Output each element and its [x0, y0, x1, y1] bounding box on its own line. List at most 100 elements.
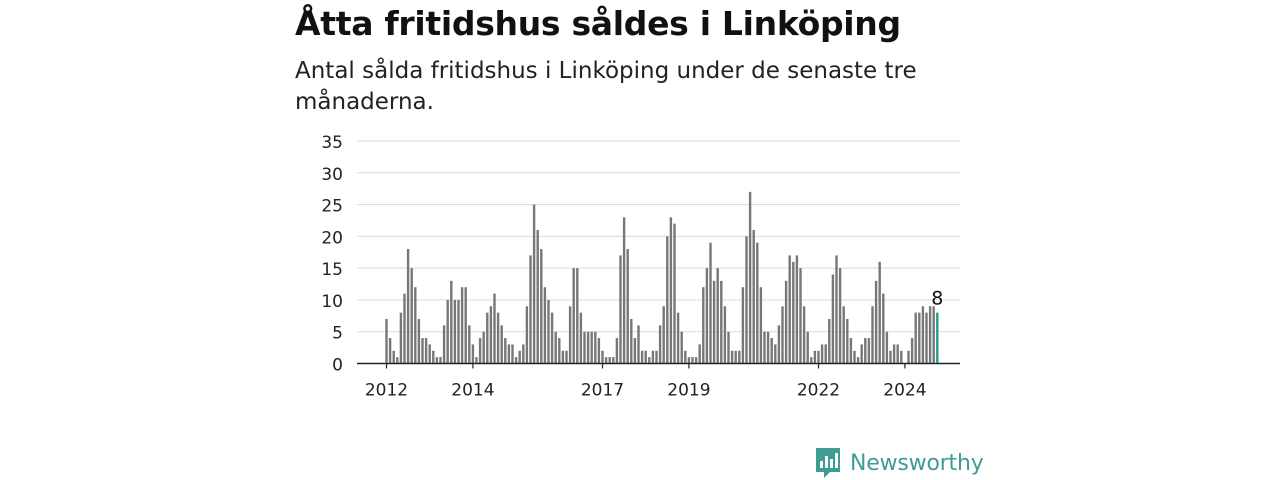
bar [597, 338, 601, 364]
bar [687, 357, 691, 364]
y-tick-label: 10 [321, 292, 343, 312]
bar [608, 357, 611, 364]
bars [385, 191, 939, 364]
bar [860, 344, 863, 364]
bar [626, 249, 629, 364]
y-tick-label: 35 [321, 133, 343, 153]
bar [759, 287, 763, 364]
bar [806, 331, 809, 364]
bar [867, 338, 871, 364]
bar [442, 325, 446, 364]
bar [403, 293, 406, 364]
bar [802, 306, 806, 364]
bar [507, 344, 511, 364]
bar [500, 325, 503, 364]
bar [619, 255, 622, 364]
bar [925, 312, 928, 364]
bar [550, 312, 554, 364]
bar [885, 331, 889, 364]
x-tick-label: 2022 [797, 381, 840, 401]
x-axis-ticks: 2012 2014 2017 2019 2022 2024 [365, 363, 927, 401]
bar [651, 350, 655, 364]
bar [640, 350, 644, 364]
bar [529, 255, 532, 364]
y-tick-label: 30 [321, 165, 343, 185]
bar [579, 312, 583, 364]
bar [417, 319, 421, 364]
bar [615, 338, 619, 364]
bar [590, 331, 593, 364]
bar [921, 306, 925, 364]
bar [792, 261, 795, 364]
bar [536, 230, 539, 364]
y-tick-label: 25 [321, 197, 343, 217]
bar [676, 312, 680, 364]
bar [543, 287, 547, 364]
bar [932, 306, 935, 364]
bar [712, 280, 716, 364]
bar [914, 312, 917, 364]
bar [396, 357, 399, 364]
x-tick-label: 2024 [883, 381, 926, 401]
bar [493, 293, 496, 364]
bar [637, 325, 640, 364]
bar [705, 268, 709, 364]
bar [900, 350, 903, 364]
bar [846, 319, 849, 364]
newsworthy-logo-icon [816, 448, 840, 478]
bar [748, 191, 752, 364]
bar [889, 350, 892, 364]
bar [471, 344, 475, 364]
highlight-data-label: 8 [931, 288, 943, 310]
bar [849, 338, 853, 364]
bar [831, 274, 835, 364]
bar [745, 236, 748, 364]
bar [871, 306, 874, 364]
bar [734, 350, 737, 364]
bar [435, 357, 439, 364]
bar [720, 280, 723, 364]
bar [648, 357, 651, 364]
bar [928, 306, 932, 364]
bar [817, 350, 820, 364]
bar [882, 293, 885, 364]
bar [439, 357, 442, 364]
bar [547, 299, 550, 364]
bar [633, 338, 637, 364]
bar [540, 249, 543, 364]
bar [673, 223, 676, 364]
bar [583, 331, 586, 364]
y-tick-label: 20 [321, 228, 343, 248]
bar [781, 306, 784, 364]
bar [453, 299, 457, 364]
bar [820, 344, 824, 364]
bar [457, 299, 460, 364]
bar [468, 325, 471, 364]
bar [486, 312, 489, 364]
bar [565, 350, 568, 364]
bar [601, 350, 604, 364]
bar [424, 338, 428, 364]
bar [680, 331, 683, 364]
bar [558, 338, 561, 364]
bar [658, 325, 662, 364]
bar [489, 306, 493, 364]
chart-title: Åtta fritidshus såldes i Linköping [295, 4, 901, 43]
bar [514, 357, 518, 364]
highlight-bar [936, 312, 939, 364]
bar [716, 268, 719, 364]
bar [738, 350, 741, 364]
bar [399, 312, 403, 364]
bar [644, 350, 647, 364]
bar [813, 350, 817, 364]
bar [464, 287, 467, 364]
y-tick-label: 0 [332, 356, 343, 376]
bar [666, 236, 669, 364]
bar [406, 249, 410, 364]
bar [756, 242, 759, 364]
bar [572, 268, 575, 364]
bar [709, 242, 712, 364]
bar [770, 338, 773, 364]
bar [522, 344, 525, 364]
y-tick-label: 15 [321, 260, 343, 280]
